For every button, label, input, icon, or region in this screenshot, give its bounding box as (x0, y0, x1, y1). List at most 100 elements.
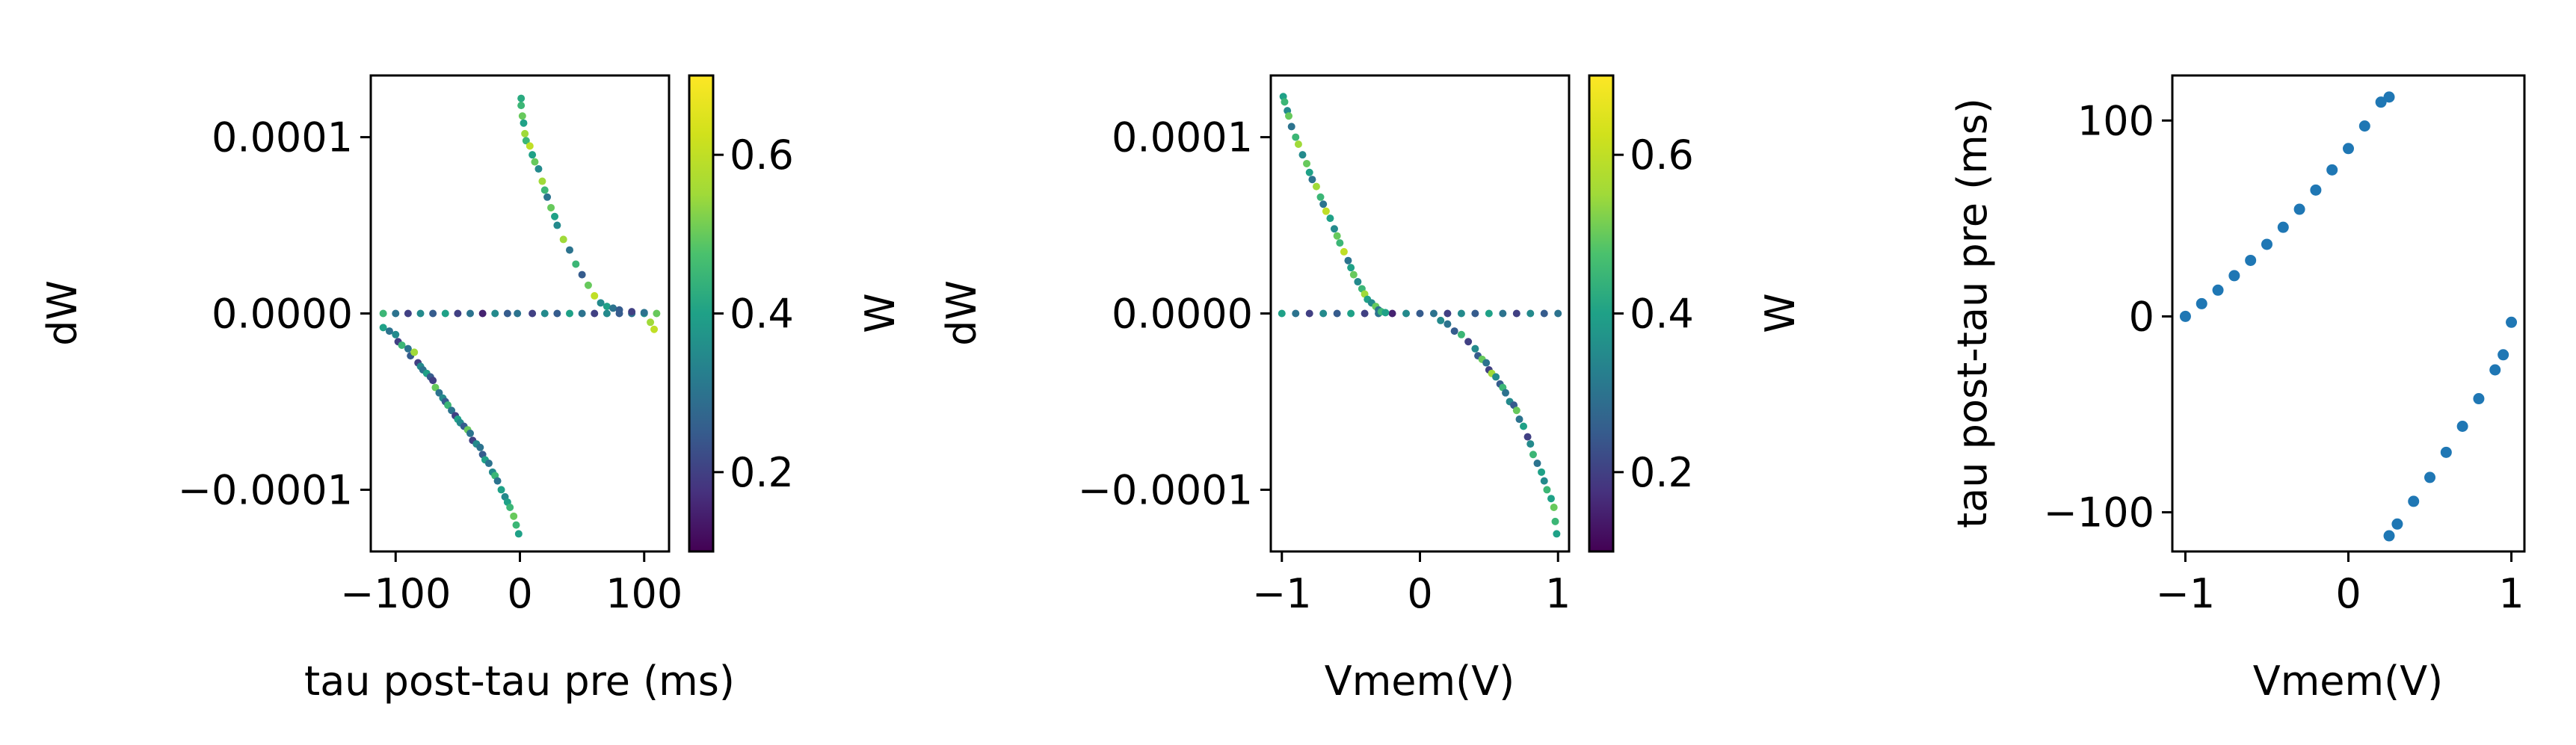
panel-2-xticks: −1 0 1 (1252, 551, 1571, 617)
data-point (1485, 309, 1493, 318)
xtick-label: −1 (1252, 570, 1312, 617)
data-point (647, 318, 655, 327)
data-point (2375, 96, 2387, 108)
data-point (2489, 364, 2501, 376)
xtick-label: 100 (606, 570, 682, 617)
data-point (566, 309, 573, 318)
data-point (1347, 264, 1355, 272)
data-point (1550, 504, 1558, 512)
data-point (493, 477, 502, 485)
panel-2-colorbar (1588, 74, 1615, 553)
data-point (1553, 530, 1561, 538)
data-point (1278, 309, 1286, 318)
data-point (2310, 184, 2322, 196)
data-point (1437, 316, 1445, 324)
data-point (1336, 239, 1344, 247)
data-point (640, 309, 648, 317)
data-point (1416, 309, 1424, 318)
data-point (2245, 254, 2257, 266)
data-point (1457, 330, 1465, 339)
ytick-label: −100 (2044, 489, 2154, 537)
data-point (1292, 133, 1300, 141)
colorbar-tick-label: 0.2 (1630, 449, 1694, 496)
data-point (1523, 433, 1532, 441)
data-point (1533, 460, 1541, 468)
data-point (603, 303, 611, 311)
data-point (2261, 238, 2273, 250)
data-point (1305, 168, 1313, 176)
data-point (1482, 359, 1491, 367)
panel-2-points (1278, 93, 1562, 538)
data-point (2408, 495, 2420, 507)
ytick-label: 0 (2129, 293, 2154, 340)
data-point (2358, 120, 2370, 132)
data-point (609, 304, 617, 312)
data-point (1464, 338, 1473, 346)
data-point (1388, 309, 1396, 318)
data-point (466, 309, 474, 318)
data-point (584, 281, 592, 289)
data-point (529, 309, 537, 318)
data-point (540, 309, 549, 318)
data-point (2293, 203, 2305, 215)
data-point (559, 235, 567, 244)
data-point (1551, 517, 1559, 525)
data-point (540, 186, 549, 194)
data-point (1285, 112, 1293, 120)
colorbar-tick-label: 0.4 (1630, 291, 1694, 338)
data-point (1499, 309, 1507, 318)
data-point (578, 309, 586, 318)
data-point (454, 309, 462, 318)
data-point (476, 443, 484, 451)
data-point (1308, 176, 1316, 184)
data-point (615, 306, 623, 314)
data-point (1319, 309, 1328, 318)
data-point (531, 158, 539, 166)
xtick-label: 1 (1545, 570, 1571, 617)
data-point (553, 309, 561, 318)
data-point (466, 429, 474, 437)
panel-1-colorbar-label: W (857, 293, 904, 333)
data-point (429, 377, 437, 385)
data-point (1287, 123, 1295, 131)
data-point (650, 325, 659, 333)
data-point (2343, 143, 2354, 155)
data-point (2326, 164, 2338, 176)
data-point (514, 530, 523, 538)
data-point (1330, 225, 1338, 233)
data-point (518, 112, 526, 120)
xtick-label: 0 (507, 570, 532, 617)
data-point (578, 271, 586, 279)
data-point (1471, 309, 1479, 318)
data-point (1526, 440, 1535, 448)
data-point (404, 344, 412, 353)
panel-2-colorbar-label: W (1757, 293, 1804, 333)
panel-1-xlabel: tau post-tau pre (ms) (304, 658, 735, 705)
data-point (1349, 271, 1358, 279)
panel-1-ylabel: dW (39, 280, 86, 346)
data-point (1502, 389, 1510, 397)
data-point (2424, 472, 2436, 483)
data-point (429, 309, 437, 318)
data-point (538, 177, 546, 185)
data-point (517, 102, 526, 110)
data-point (1512, 309, 1520, 318)
data-point (2391, 518, 2403, 530)
data-point (1322, 207, 1330, 215)
data-point (572, 260, 580, 268)
data-point (510, 512, 518, 520)
data-point (1512, 406, 1520, 415)
data-point (448, 406, 456, 415)
data-point (1526, 309, 1535, 318)
panel-1-points (379, 94, 661, 538)
data-point (398, 341, 406, 349)
data-point (591, 309, 599, 318)
data-point (1303, 159, 1311, 167)
data-point (1354, 278, 1362, 286)
data-point (2383, 91, 2395, 103)
data-point (1292, 309, 1300, 318)
data-point (1326, 214, 1334, 223)
data-point (1381, 309, 1390, 317)
